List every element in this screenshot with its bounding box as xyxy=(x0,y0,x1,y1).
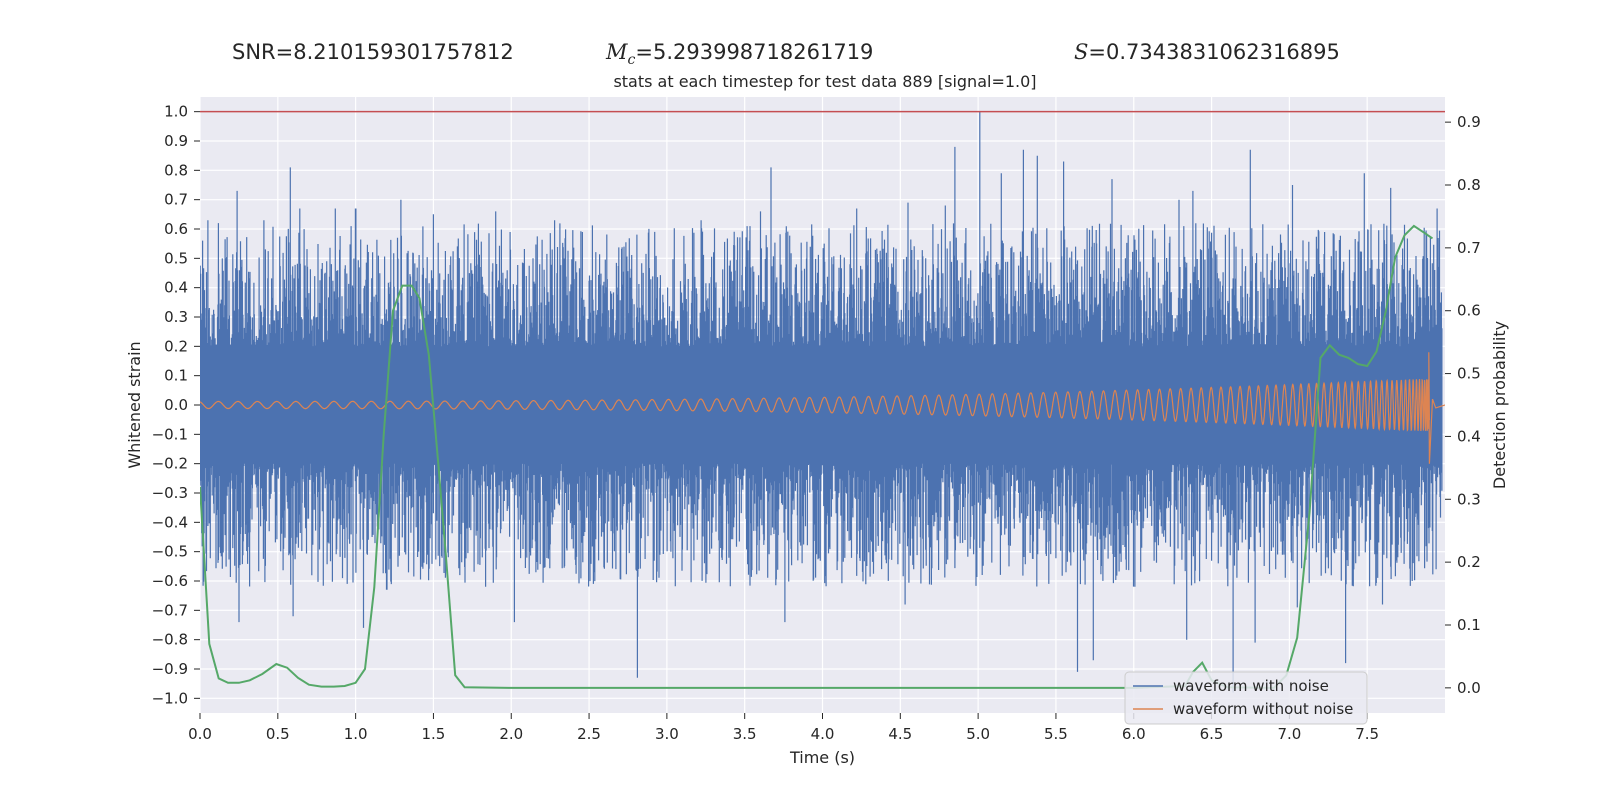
left-tick-label: −0.1 xyxy=(152,425,188,443)
x-tick-label: 3.0 xyxy=(655,725,679,743)
right-tick-label: 0.0 xyxy=(1457,679,1481,697)
legend: waveform with noise waveform without nois… xyxy=(1124,671,1368,725)
x-tick-label: 2.5 xyxy=(577,725,601,743)
right-tick-label: 0.8 xyxy=(1457,176,1481,194)
right-tick-label: 0.9 xyxy=(1457,113,1481,131)
snr-label: SNR xyxy=(232,40,276,64)
legend-box xyxy=(1124,671,1368,725)
x-tick-label: 2.0 xyxy=(499,725,523,743)
left-tick-label: 0.5 xyxy=(164,249,188,267)
right-tick-label: 0.2 xyxy=(1457,553,1481,571)
left-tick-label: 0.4 xyxy=(164,279,188,297)
left-tick-label: −0.4 xyxy=(152,513,188,531)
x-tick-label: 6.0 xyxy=(1122,725,1146,743)
snr-stat: SNR=8.210159301757812 xyxy=(232,40,514,64)
x-tick-label: 3.5 xyxy=(733,725,757,743)
left-axis-label: Whitened strain xyxy=(125,341,144,468)
x-tick-label: 7.0 xyxy=(1277,725,1301,743)
left-tick-label: −0.8 xyxy=(152,631,188,649)
x-tick-label: 4.5 xyxy=(888,725,912,743)
x-tick-label: 1.0 xyxy=(344,725,368,743)
x-tick-label: 0.5 xyxy=(266,725,290,743)
x-tick-label: 1.5 xyxy=(422,725,446,743)
left-tick-label: 0.6 xyxy=(164,220,188,238)
left-tick-label: 0.2 xyxy=(164,337,188,355)
x-tick-label: 5.0 xyxy=(966,725,990,743)
left-axis-ticks: 1.0 0.9 0.8 0.7 0.6 0.5 0.4 0.3 0.2 0.1 0.0 −0.1 −0.… xyxy=(152,103,200,707)
chirp-mass-symbol: M xyxy=(606,40,628,64)
x-axis-label: Time (s) xyxy=(789,748,855,767)
left-tick-label: 0.7 xyxy=(164,191,188,209)
x-tick-label: 6.5 xyxy=(1200,725,1224,743)
chirp-mass-stat: Mc=5.293998718261719 xyxy=(606,40,874,69)
chirp-mass-value: 5.293998718261719 xyxy=(652,40,874,64)
left-tick-label: −0.2 xyxy=(152,455,188,473)
right-tick-label: 0.7 xyxy=(1457,239,1481,257)
left-tick-label: −0.6 xyxy=(152,572,188,590)
left-tick-label: −0.5 xyxy=(152,543,188,561)
left-tick-label: −1.0 xyxy=(152,689,188,707)
left-tick-label: −0.3 xyxy=(152,484,188,502)
x-tick-label: 7.5 xyxy=(1355,725,1379,743)
left-tick-label: 0.1 xyxy=(164,367,188,385)
spin-symbol: S xyxy=(1074,40,1089,64)
chirp-mass-subscript: c xyxy=(627,52,636,69)
left-tick-label: 0.8 xyxy=(164,161,188,179)
left-tick-label: 0.3 xyxy=(164,308,188,326)
chart-subtitle: stats at each timestep for test data 889… xyxy=(613,72,1037,91)
left-tick-label: 0.9 xyxy=(164,132,188,150)
spin-stat: S=0.7343831062316895 xyxy=(1074,40,1340,64)
legend-entry: waveform without noise xyxy=(1173,700,1353,718)
left-tick-label: −0.7 xyxy=(152,601,188,619)
x-tick-label: 0.0 xyxy=(188,725,212,743)
right-tick-label: 0.4 xyxy=(1457,427,1481,445)
left-tick-label: 0.0 xyxy=(164,396,188,414)
x-tick-label: 4.0 xyxy=(811,725,835,743)
right-tick-label: 0.5 xyxy=(1457,365,1481,383)
x-axis-ticks: 0.0 0.5 1.0 1.5 2.0 2.5 3.0 3.5 4.0 4.5 5.0 5.5 6.0 6… xyxy=(188,713,1379,743)
spin-value: 0.7343831062316895 xyxy=(1106,40,1340,64)
legend-entry: waveform with noise xyxy=(1173,677,1329,695)
right-tick-label: 0.3 xyxy=(1457,490,1481,508)
x-tick-label: 5.5 xyxy=(1044,725,1068,743)
right-tick-label: 0.6 xyxy=(1457,302,1481,320)
left-tick-label: −0.9 xyxy=(152,660,188,678)
right-axis-ticks: 0.9 0.8 0.7 0.6 0.5 0.4 0.3 0.2 0.1 0.0 xyxy=(1445,113,1481,697)
right-tick-label: 0.1 xyxy=(1457,616,1481,634)
series-waveform-without-noise xyxy=(200,352,1445,464)
left-tick-label: 1.0 xyxy=(164,103,188,121)
snr-value: 8.210159301757812 xyxy=(293,40,514,64)
right-axis-label: Detection probability xyxy=(1490,321,1509,489)
series-detection-probability xyxy=(200,224,1434,689)
